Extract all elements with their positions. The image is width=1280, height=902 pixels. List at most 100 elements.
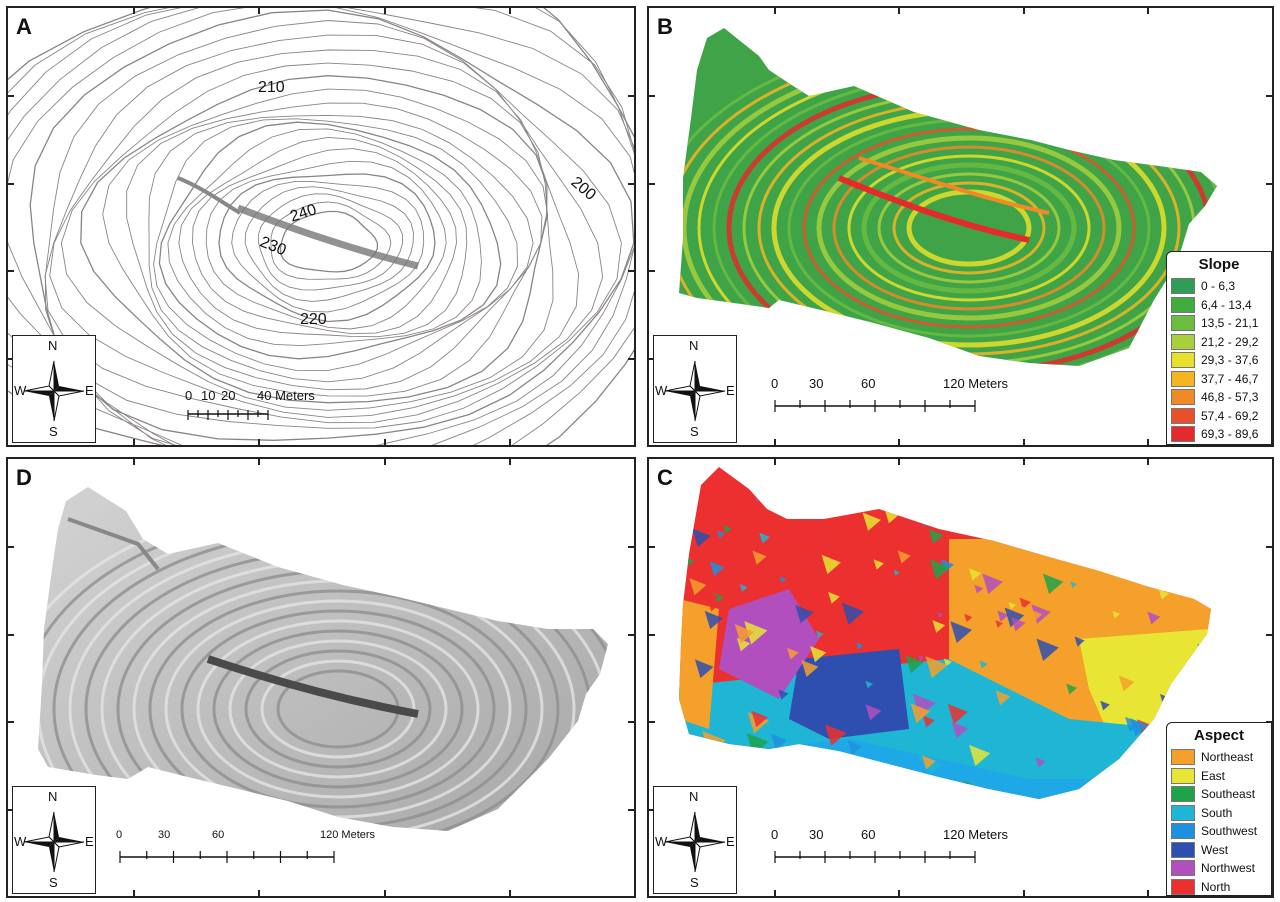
slope-legend: Slope 0 - 6,3 6,4 - 13,4 13,5 - 21,1 21,2 -…	[1166, 251, 1272, 445]
legend-label: 57,4 - 69,2	[1201, 408, 1259, 423]
contour-label-210: 210	[258, 79, 285, 96]
legend-item: 46,8 - 57,3	[1171, 388, 1267, 407]
compass-w: W	[655, 834, 668, 849]
scale-bar: 0 10 20 40 Meters	[183, 388, 333, 428]
legend-item: South	[1171, 804, 1267, 823]
legend-swatch	[1171, 333, 1195, 350]
compass-n: N	[689, 338, 699, 353]
legend-label: 37,7 - 46,7	[1201, 371, 1259, 386]
scale-num-30: 30	[158, 829, 171, 841]
compass-n: N	[48, 789, 58, 804]
legend-label: Southwest	[1201, 824, 1258, 839]
legend-label: Northwest	[1201, 861, 1256, 876]
compass-n: N	[48, 338, 58, 353]
compass-s: S	[690, 875, 699, 890]
panel-letter-d: D	[16, 465, 32, 490]
legend-item: 6,4 - 13,4	[1171, 296, 1267, 315]
compass-e: E	[726, 383, 735, 398]
legend-swatch	[1171, 804, 1195, 821]
legend-item: 69,3 - 89,6	[1171, 425, 1267, 444]
scale-num-60: 60	[861, 376, 876, 391]
compass-e: E	[726, 834, 735, 849]
panel-a-contour-map: A 210 200 240 230 220 N S E W 0 10 20 40…	[6, 6, 636, 447]
legend-item: East	[1171, 767, 1267, 786]
legend-swatch	[1171, 749, 1195, 766]
contour-label-220: 220	[300, 311, 327, 328]
legend-item: Northeast	[1171, 748, 1267, 767]
legend-label: 6,4 - 13,4	[1201, 297, 1252, 312]
legend-item: 0 - 6,3	[1171, 277, 1267, 296]
legend-title: Slope	[1198, 256, 1240, 273]
contour-label-200: 200	[568, 174, 599, 204]
compass-e: E	[85, 834, 94, 849]
north-arrow-compass: N S E W	[653, 335, 737, 443]
legend-item: 21,2 - 29,2	[1171, 333, 1267, 352]
legend-item: Northwest	[1171, 859, 1267, 878]
legend-rows: Northeast East Southeast South Southwest West…	[1171, 748, 1267, 896]
legend-swatch	[1171, 786, 1195, 803]
legend-swatch	[1171, 352, 1195, 369]
panel-c-aspect-map: C N S E W 0 30 60 120 Meters Aspect Nor	[647, 457, 1274, 898]
panel-letter-a: A	[16, 14, 32, 39]
scale-num-30: 30	[809, 376, 824, 391]
compass-n: N	[689, 789, 699, 804]
scale-num-120: 120 Meters	[943, 376, 1009, 391]
north-arrow-compass: N S E W	[12, 786, 96, 894]
scale-num-120: 120 Meters	[320, 829, 376, 841]
legend-item: Southwest	[1171, 822, 1267, 841]
legend-label: North	[1201, 879, 1231, 894]
scale-num-60: 60	[861, 827, 876, 842]
compass-w: W	[14, 383, 27, 398]
legend-item: Southeast	[1171, 785, 1267, 804]
legend-label: West	[1201, 842, 1229, 857]
legend-swatch	[1171, 389, 1195, 406]
legend-swatch	[1171, 407, 1195, 424]
legend-label: 46,8 - 57,3	[1201, 390, 1259, 405]
legend-swatch	[1171, 426, 1195, 443]
legend-item: 13,5 - 21,1	[1171, 314, 1267, 333]
compass-e: E	[85, 383, 94, 398]
scale-bar: 0 30 60 120 Meters	[767, 827, 1017, 877]
legend-item: North	[1171, 878, 1267, 897]
scale-num-40: 40 Meters	[257, 388, 315, 403]
north-arrow-compass: N S E W	[653, 786, 737, 894]
legend-label: Northeast	[1201, 750, 1254, 765]
legend-label: South	[1201, 805, 1233, 820]
legend-item: 57,4 - 69,2	[1171, 407, 1267, 426]
scale-num-0: 0	[771, 827, 779, 842]
scale-num-60: 60	[212, 829, 225, 841]
scale-num-0: 0	[116, 829, 123, 841]
legend-label: 21,2 - 29,2	[1201, 334, 1259, 349]
legend-label: East	[1201, 768, 1226, 783]
scale-num-0: 0	[185, 388, 193, 403]
panel-b-slope-map: B N S E W 0 30 60 120 Meters Slope 0 - 6…	[647, 6, 1274, 447]
panel-letter-b: B	[657, 14, 673, 39]
legend-label: 29,3 - 37,6	[1201, 353, 1259, 368]
legend-item: West	[1171, 841, 1267, 860]
scale-num-30: 30	[809, 827, 824, 842]
scale-num-120: 120 Meters	[943, 827, 1009, 842]
scale-bar: 0 30 60 120 Meters	[112, 827, 412, 877]
scale-num-10: 10	[201, 388, 216, 403]
panel-d-hillshade-map: D N S E W 0 30 60 120 Meters	[6, 457, 636, 898]
legend-item: 29,3 - 37,6	[1171, 351, 1267, 370]
legend-swatch	[1171, 315, 1195, 332]
legend-label: 13,5 - 21,1	[1201, 316, 1259, 331]
legend-swatch	[1171, 296, 1195, 313]
scale-num-0: 0	[771, 376, 779, 391]
compass-w: W	[655, 383, 668, 398]
legend-item: 37,7 - 46,7	[1171, 370, 1267, 389]
legend-title: Aspect	[1193, 727, 1245, 744]
aspect-map	[679, 467, 1211, 799]
legend-label: 0 - 6,3	[1201, 279, 1236, 294]
legend-swatch	[1171, 767, 1195, 784]
legend-swatch	[1171, 878, 1195, 895]
compass-s: S	[690, 424, 699, 439]
compass-s: S	[49, 424, 58, 439]
compass-s: S	[49, 875, 58, 890]
contour-map: 210 200 240 230 220	[8, 8, 634, 445]
panel-letter-c: C	[657, 465, 673, 490]
legend-swatch	[1171, 370, 1195, 387]
slope-map	[679, 28, 1217, 366]
legend-swatch	[1171, 278, 1195, 295]
